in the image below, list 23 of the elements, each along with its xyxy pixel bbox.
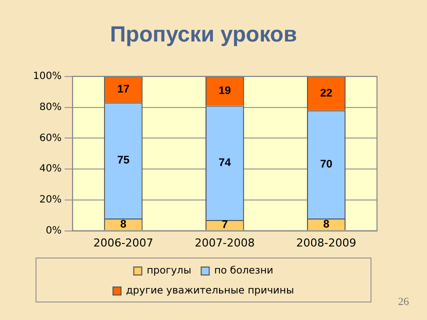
- chart-title: Пропуски уроков: [110, 21, 298, 46]
- data-label: 19: [218, 85, 231, 98]
- y-tick-label: 80%: [39, 102, 62, 113]
- y-tick-label: 100%: [32, 70, 62, 82]
- x-tick-label: 2008-2009: [296, 236, 356, 250]
- y-tick-label: 0%: [46, 225, 62, 236]
- data-label: 7: [222, 219, 228, 232]
- legend-label: другие уважительные причины: [126, 286, 294, 297]
- y-tick-label: 20%: [39, 194, 62, 206]
- data-label: 8: [120, 218, 126, 230]
- y-tick-label: 40%: [39, 164, 62, 175]
- data-label: 17: [117, 84, 130, 96]
- x-tick-label: 2007-2008: [194, 236, 255, 250]
- data-label: 22: [320, 87, 332, 100]
- data-label: 8: [323, 218, 330, 230]
- data-label: 74: [218, 156, 232, 169]
- y-tick-label: 60%: [39, 132, 62, 144]
- data-label: 70: [320, 158, 332, 170]
- data-label: 75: [117, 154, 130, 167]
- x-tick-label: 2006-2007: [93, 236, 154, 250]
- legend-label: прогулы: [146, 266, 192, 277]
- text: 26: [398, 296, 409, 308]
- legend-label: по болезни: [214, 266, 274, 277]
